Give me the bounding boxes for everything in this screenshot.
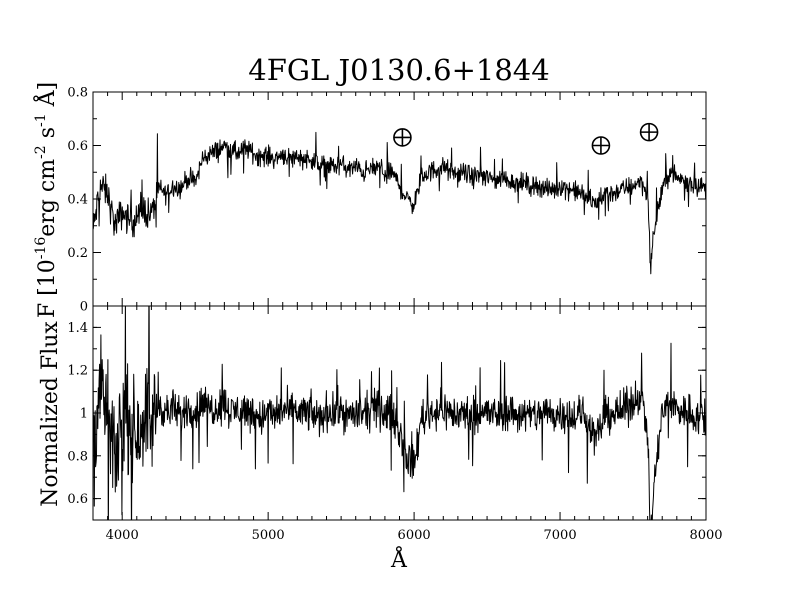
plot-frame — [92, 91, 707, 307]
x-axis-label: Å — [390, 545, 408, 573]
telluric-earth-symbol — [639, 122, 659, 142]
y-tick-label: 0.6 — [67, 492, 88, 507]
normalized-flux-y-axis-label: Normalized Flux — [38, 321, 63, 507]
ylabel-superscript: -2 — [33, 145, 49, 159]
flux-spectrum-line — [93, 131, 706, 275]
y-tick-label: 0.4 — [67, 193, 88, 208]
y-tick-label: 0 — [80, 300, 88, 315]
ylabel-superscript: -1 — [33, 113, 49, 127]
y-tick-label: 1.2 — [67, 364, 88, 379]
ylabel-text: F [10 — [35, 259, 60, 318]
telluric-earth-symbol — [393, 128, 412, 147]
ylabel-text: s — [35, 127, 60, 145]
y-tick-label: 0.8 — [67, 449, 88, 464]
x-tick-label: 8000 — [689, 528, 722, 543]
y-tick-label: 1 — [80, 407, 88, 422]
normalized-spectrum-line — [93, 306, 706, 520]
y-tick-label: 0.6 — [67, 139, 88, 154]
telluric-earth-symbol — [591, 136, 611, 155]
y-tick-label: 0.2 — [67, 246, 88, 261]
x-tick-label: 5000 — [252, 528, 285, 543]
y-tick-label: 0.8 — [67, 86, 88, 101]
ylabel-text: erg cm — [35, 159, 60, 237]
normalized-flux-panel: 0.6 0.8 1 1.2 1.4 — [67, 305, 707, 521]
ylabel-superscript: -16 — [33, 237, 49, 260]
chart-title: 4FGL J0130.6+1844 — [248, 53, 549, 87]
x-tick-label: 6000 — [398, 528, 431, 543]
ylabel-text: Å] — [32, 82, 60, 113]
x-tick-label: 4000 — [106, 528, 139, 543]
flux-panel: 0 0.2 0.4 0.6 0.8 — [67, 86, 707, 315]
flux-y-axis-label: F [10-16erg cm-2 s-1 Å] — [32, 82, 60, 318]
x-tick-label: 7000 — [544, 528, 577, 543]
y-tick-label: 1.4 — [67, 321, 88, 336]
